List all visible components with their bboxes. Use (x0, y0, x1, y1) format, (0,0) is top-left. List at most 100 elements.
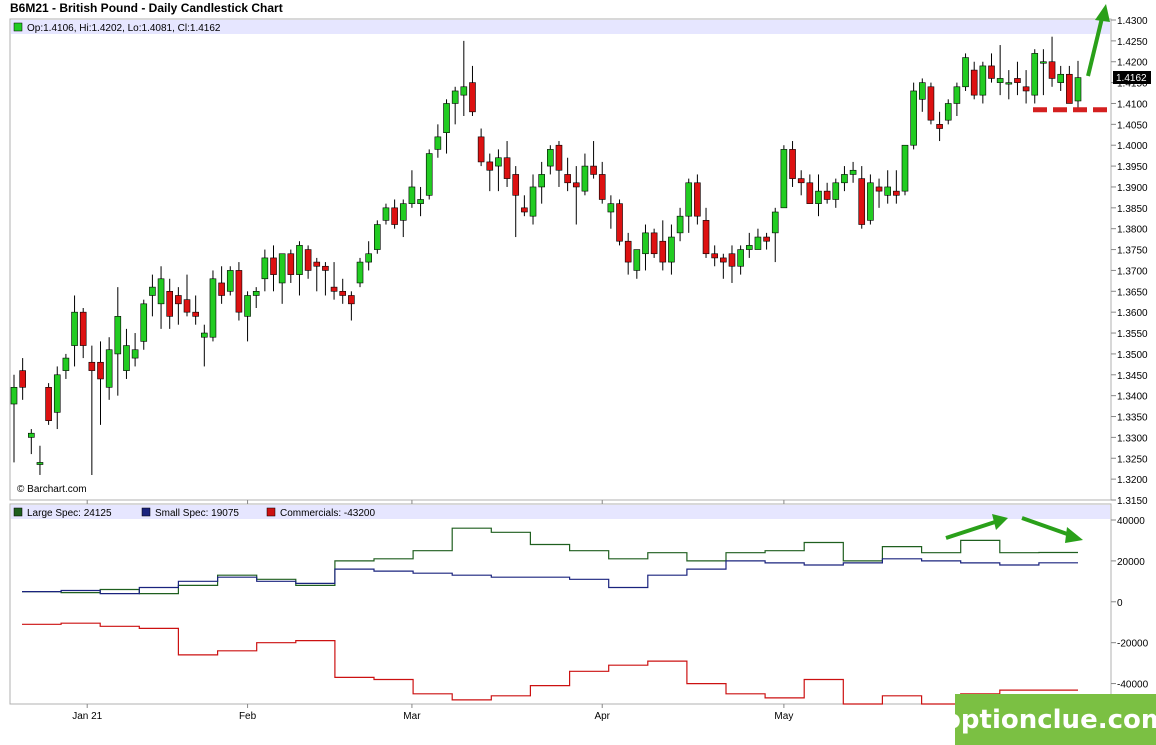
candle-body-up (676, 215, 684, 234)
cot-tick-label: -20000 (1117, 639, 1149, 650)
candle-body-down (893, 190, 900, 196)
candle (382, 203, 390, 225)
candle-body-up (745, 245, 753, 250)
price-tick-label: 1.3900 (1117, 183, 1148, 194)
candle (529, 174, 537, 225)
candle-body-down (486, 161, 494, 171)
candle (884, 170, 891, 204)
candle (348, 291, 355, 321)
price-tick-label: 1.3500 (1117, 350, 1148, 361)
candle-body-down (313, 261, 321, 267)
candle-body-down (503, 157, 511, 179)
candle-body-up (296, 245, 303, 275)
candle (28, 429, 35, 455)
candle (676, 207, 684, 242)
candle (910, 82, 917, 150)
price-tick-label: 1.4300 (1117, 16, 1148, 27)
candle (270, 245, 277, 292)
price-tick-label: 1.3400 (1117, 392, 1148, 403)
candle (581, 153, 589, 196)
ohlc-legend-text: Op:1.4106, Hi:1.4202, Lo:1.4081, Cl:1.41… (27, 23, 221, 34)
candle-body-down (572, 182, 580, 188)
candle (209, 270, 217, 342)
candle-body-down (936, 124, 943, 129)
candle-body-up (114, 316, 122, 355)
up-arrow-annotation (1086, 4, 1110, 77)
candle-body-down (650, 232, 658, 255)
watermark: © Barchart.com (17, 484, 87, 495)
candle-body-up (815, 190, 822, 204)
candle (1040, 49, 1047, 96)
candle (815, 174, 822, 217)
candle-body-up (417, 199, 424, 204)
price-tick-label: 1.4100 (1117, 99, 1148, 110)
candle (685, 178, 693, 233)
candle (720, 253, 727, 279)
cot-series-line (22, 527, 1078, 595)
candle-body-down (166, 291, 174, 317)
price-axis: 1.3150 1.3200 1.3250 1.3300 1.3350 1.3400 1.34… (1111, 16, 1148, 507)
candle-body-up (374, 224, 381, 250)
candle-body-up (867, 182, 874, 221)
candle-body-up (754, 236, 762, 250)
candle (918, 78, 926, 112)
candle-body-up (581, 165, 589, 192)
cot-up-arrow (945, 514, 1008, 540)
candle-body-down (97, 361, 104, 380)
candle (979, 61, 987, 104)
candle-body-up (495, 157, 502, 167)
candle (650, 228, 658, 258)
candle-body-down (175, 295, 182, 305)
candle (702, 207, 710, 258)
candle (244, 291, 251, 342)
candle-body-up (140, 303, 148, 342)
price-tick-label: 1.3450 (1117, 371, 1148, 382)
cot-tick-label: -40000 (1117, 680, 1149, 691)
candle-body-up (642, 232, 649, 255)
chart-title: B6M21 - British Pound - Daily Candlestic… (10, 1, 283, 15)
candle (235, 262, 243, 321)
candle-body-up (737, 249, 744, 267)
candle (1022, 70, 1030, 104)
candle-body-up (434, 136, 442, 150)
candle-body-up (953, 86, 961, 104)
price-tick-label: 1.3800 (1117, 225, 1148, 236)
candle-body-down (711, 253, 718, 259)
candle (503, 141, 511, 187)
price-tick-label: 1.3650 (1117, 287, 1148, 298)
candle (763, 232, 770, 250)
price-tick-label: 1.3750 (1117, 246, 1148, 257)
candle (754, 228, 762, 250)
candle-body-up (460, 86, 468, 96)
price-tick-label: 1.3150 (1117, 496, 1148, 507)
candle (149, 274, 156, 317)
candle-body-down (391, 207, 398, 225)
candle (832, 178, 840, 208)
candle (1014, 61, 1021, 96)
candle (858, 166, 866, 229)
candle-body-down (339, 291, 347, 296)
candle-body-up (382, 207, 390, 221)
candle (123, 328, 130, 379)
candle-body-up (1031, 53, 1039, 96)
candle (374, 220, 381, 254)
candle-body-up (547, 149, 554, 167)
candle (88, 345, 96, 475)
candle (780, 145, 788, 209)
candle-body-up (832, 182, 840, 200)
candle-body-up (685, 182, 693, 217)
cot-legend-bar (11, 505, 1110, 519)
candle-body-up (53, 374, 61, 413)
cot-legend-label: Large Spec: 24125 (27, 508, 112, 519)
candle (936, 111, 943, 142)
candle-body-down (521, 207, 528, 213)
candle (391, 199, 398, 229)
cot-legend-label: Small Spec: 19075 (155, 508, 239, 519)
candle (226, 266, 234, 296)
price-tick-label: 1.3350 (1117, 413, 1148, 424)
candle-body-down (694, 182, 701, 217)
cot-legend-label: Commercials: -43200 (280, 508, 375, 519)
candle (495, 149, 502, 192)
candle-body-up (149, 286, 156, 296)
